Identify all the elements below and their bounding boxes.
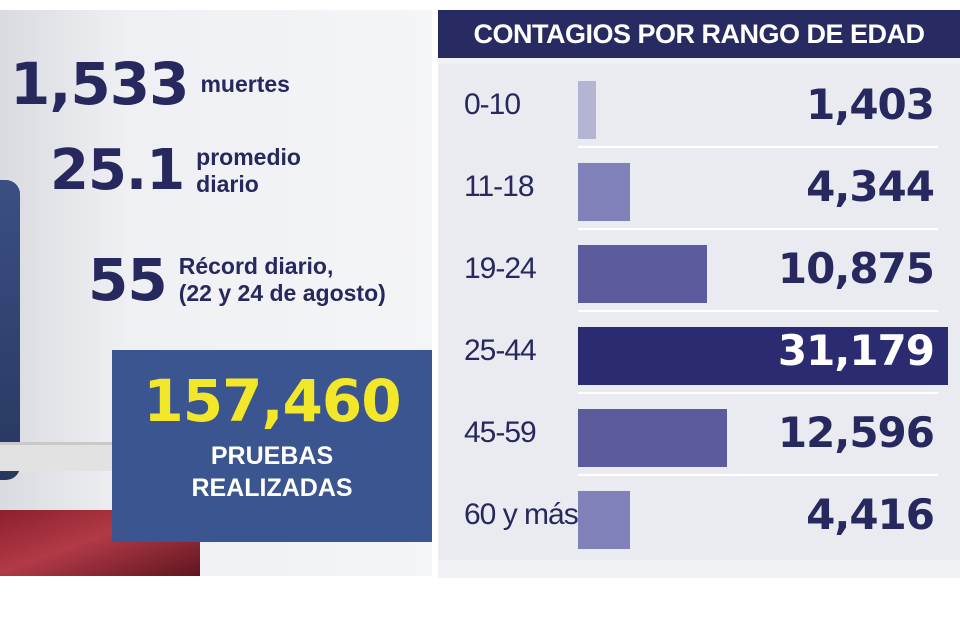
- bar: [578, 81, 596, 139]
- category-label: 11-18: [464, 170, 535, 203]
- category-label: 19-24: [464, 252, 537, 285]
- bar: [578, 409, 727, 467]
- bar: [578, 491, 630, 549]
- stat-record-value: 55: [88, 246, 168, 314]
- bar: [578, 163, 630, 221]
- row-divider: [578, 228, 938, 230]
- tests-label-line2: REALIZADAS: [191, 474, 353, 502]
- chart-title: CONTAGIOS POR RANGO DE EDAD: [438, 10, 960, 58]
- value-label: 4,344: [806, 162, 935, 211]
- stat-muertes-value: 1,533: [10, 50, 189, 118]
- age-chart: CONTAGIOS POR RANGO DE EDAD 0-10 1,403 11-…: [438, 10, 960, 578]
- bar-row: 60 y más 4,416: [438, 474, 960, 556]
- value-label: 10,875: [777, 244, 935, 293]
- tests-label-line1: PRUEBAS: [210, 442, 334, 470]
- row-divider: [578, 146, 938, 148]
- category-label: 0-10: [464, 88, 521, 121]
- stat-promedio-label-line1: promedio: [196, 143, 301, 170]
- stat-record-label: Récord diario, (22 y 24 de agosto): [179, 253, 386, 307]
- bar-row: 25-44 31,179: [438, 310, 960, 392]
- value-label: 4,416: [806, 490, 935, 539]
- stat-muertes-label: muertes: [200, 70, 290, 97]
- row-divider: [578, 392, 938, 394]
- category-label: 60 y más: [464, 498, 579, 531]
- category-label: 45-59: [464, 416, 537, 449]
- value-label: 12,596: [777, 408, 935, 457]
- stat-promedio-label-line2: diario: [196, 170, 259, 197]
- bar-row: 11-18 4,344: [438, 146, 960, 228]
- photo-patient-figure: [0, 180, 20, 480]
- stat-promedio-value: 25.1: [50, 138, 185, 203]
- tests-box: 157,460 PRUEBAS REALIZADAS: [112, 350, 432, 542]
- stat-muertes: 1,533 muertes: [10, 50, 290, 118]
- bar-row: 45-59 12,596: [438, 392, 960, 474]
- stat-record: 55 Récord diario, (22 y 24 de agosto): [88, 246, 386, 314]
- stat-record-label-line1: Récord diario,: [178, 253, 334, 279]
- stat-record-label-line2: (22 y 24 de agosto): [178, 280, 386, 306]
- stat-promedio-label: promedio diario: [196, 144, 301, 198]
- stat-promedio: 25.1 promedio diario: [50, 138, 301, 203]
- value-label: 1,403: [806, 80, 935, 129]
- row-divider: [578, 474, 938, 476]
- chart-plot-area: 0-10 1,403 11-18 4,344 19-24 10,875 25-44 31,17…: [438, 64, 960, 560]
- category-label: 25-44: [464, 334, 537, 367]
- value-label: 31,179: [777, 326, 935, 375]
- stats-panel: 1,533 muertes 25.1 promedio diario 55 Ré…: [0, 10, 432, 576]
- bar: [578, 245, 707, 303]
- tests-value: 157,460: [143, 367, 401, 435]
- bar: [578, 327, 948, 385]
- bar-row: 19-24 10,875: [438, 228, 960, 310]
- bar-row: 0-10 1,403: [438, 64, 960, 146]
- photo-bed-rail: [0, 442, 120, 471]
- row-divider: [578, 310, 938, 312]
